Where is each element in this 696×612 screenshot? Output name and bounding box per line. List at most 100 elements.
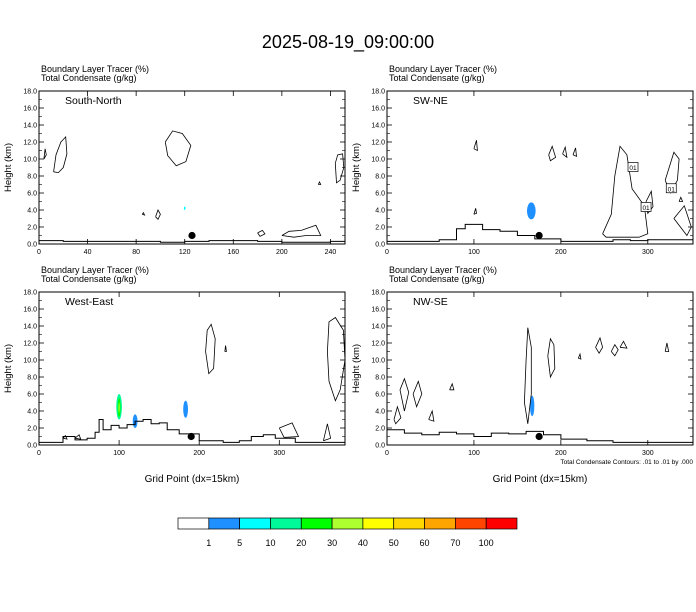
y-tick-label: 18.0 [23, 290, 37, 297]
x-tick-label: 200 [555, 450, 567, 457]
condensate-contour [323, 423, 332, 442]
panel-header-condensate: Total Condensate (g/kg) [41, 73, 137, 83]
x-tick-label: 300 [273, 450, 285, 457]
panel-header-tracer: Boundary Layer Tracer (%) [389, 265, 497, 275]
location-marker [188, 231, 196, 240]
colorbar-label: 60 [420, 538, 430, 548]
condensate-contour [473, 140, 478, 152]
y-tick-label: 14.0 [23, 123, 37, 130]
panel-label: West-East [65, 296, 113, 308]
y-tick-label: 16.0 [23, 307, 37, 314]
terrain-line [39, 419, 346, 444]
condensate-contour [327, 316, 346, 402]
y-tick-label: 6.0 [27, 392, 37, 399]
y-tick-label: 4.0 [375, 409, 385, 416]
tracer-shading [526, 202, 536, 220]
y-tick-label: 8.0 [27, 375, 37, 382]
colorbar-label: 1 [206, 538, 211, 548]
y-tick-label: 12.0 [23, 140, 37, 147]
colorbar-label: 5 [237, 538, 242, 548]
y-tick-label: 8.0 [27, 174, 37, 181]
y-tick-label: 16.0 [371, 307, 385, 314]
condensate-contour [595, 336, 604, 354]
condensate-contour [74, 434, 82, 440]
x-tick-label: 80 [132, 249, 140, 256]
tracer-shading [183, 400, 188, 418]
colorbar-swatch [239, 517, 271, 530]
y-tick-label: 10.0 [371, 358, 385, 365]
panel-header-tracer: Boundary Layer Tracer (%) [41, 64, 149, 74]
condensate-contour [224, 345, 227, 352]
contour-label-box [665, 183, 677, 194]
colorbar-swatch [393, 517, 425, 530]
y-tick-label: 0.0 [375, 242, 385, 249]
x-tick-label: 100 [468, 249, 480, 256]
x-axis-label: Grid Point (dx=15km) [493, 474, 588, 485]
y-tick-label: 18.0 [371, 290, 385, 297]
y-tick-label: 10.0 [371, 157, 385, 164]
contour-label: 01 [668, 186, 676, 193]
condensate-contour [664, 342, 670, 352]
y-tick-label: 12.0 [371, 341, 385, 348]
panel-1: Boundary Layer Tracer (%)Total Condensat… [3, 64, 346, 256]
y-axis-label: Height (km) [351, 344, 362, 393]
panel-header-condensate: Total Condensate (g/kg) [41, 274, 137, 284]
panel-header-tracer: Boundary Layer Tracer (%) [41, 265, 149, 275]
y-tick-label: 6.0 [27, 191, 37, 198]
panel-2: Boundary Layer Tracer (%)Total Condensat… [351, 64, 694, 256]
y-tick-label: 16.0 [371, 106, 385, 113]
condensate-contour [523, 327, 532, 424]
colorbar-label: 40 [358, 538, 368, 548]
y-tick-label: 6.0 [375, 392, 385, 399]
contour-label: 01 [629, 165, 637, 172]
condensate-contour [547, 337, 556, 379]
plot-frame [38, 90, 346, 245]
colorbar-label: 100 [479, 538, 494, 548]
colorbar-label: 50 [389, 538, 399, 548]
condensate-contour [281, 224, 322, 238]
x-tick-label: 100 [113, 450, 125, 457]
x-tick-label: 100 [468, 450, 480, 457]
condensate-contour [548, 145, 557, 162]
y-tick-label: 14.0 [371, 123, 385, 130]
panels: Boundary Layer Tracer (%)Total Condensat… [3, 64, 694, 485]
x-tick-label: 0 [385, 450, 389, 457]
y-axis-label: Height (km) [3, 143, 14, 192]
panel-4: Boundary Layer Tracer (%) Total Condensat… [351, 265, 694, 485]
y-tick-label: 8.0 [375, 174, 385, 181]
colorbar-swatch [331, 517, 364, 530]
colorbar-swatch [270, 517, 302, 530]
colorbar-swatch [177, 517, 210, 530]
condensate-contour [43, 148, 47, 160]
y-tick-label: 0.0 [27, 242, 37, 249]
y-tick-label: 16.0 [23, 106, 37, 113]
condensate-contour [399, 377, 410, 412]
terrain-line [387, 223, 694, 242]
x-tick-label: 200 [555, 249, 567, 256]
colorbar-swatch [455, 517, 487, 530]
condensate-contour [562, 145, 568, 159]
y-tick-label: 0.0 [375, 443, 385, 450]
contour-footnote: Total Condensate Contours: .01 to .01 by… [560, 459, 693, 466]
condensate-contour [449, 382, 455, 391]
colorbar-swatch [424, 517, 456, 530]
x-tick-label: 300 [642, 249, 654, 256]
panel-header-tracer: Boundary Layer Tracer (%) [389, 64, 497, 74]
figure-title: 2025-08-19_09:00:00 [262, 32, 434, 53]
panel-3: Boundary Layer Tracer (%)Total Condensat… [3, 265, 346, 485]
condensate-contour [602, 145, 649, 238]
condensate-contour [473, 208, 477, 215]
colorbar: 1 5 10 20 30 40 50 60 70 100 [177, 517, 518, 548]
tracer-shading [118, 402, 120, 413]
y-tick-label: 18.0 [23, 89, 37, 96]
y-tick-label: 4.0 [27, 409, 37, 416]
colorbar-swatch [485, 517, 518, 530]
x-tick-label: 200 [276, 249, 288, 256]
condensate-contour [317, 180, 322, 185]
y-tick-label: 14.0 [23, 324, 37, 331]
tracer-shading [530, 395, 535, 417]
condensate-contour [393, 405, 402, 425]
condensate-contour [205, 323, 216, 375]
y-tick-label: 14.0 [371, 324, 385, 331]
y-tick-label: 2.0 [27, 426, 37, 433]
